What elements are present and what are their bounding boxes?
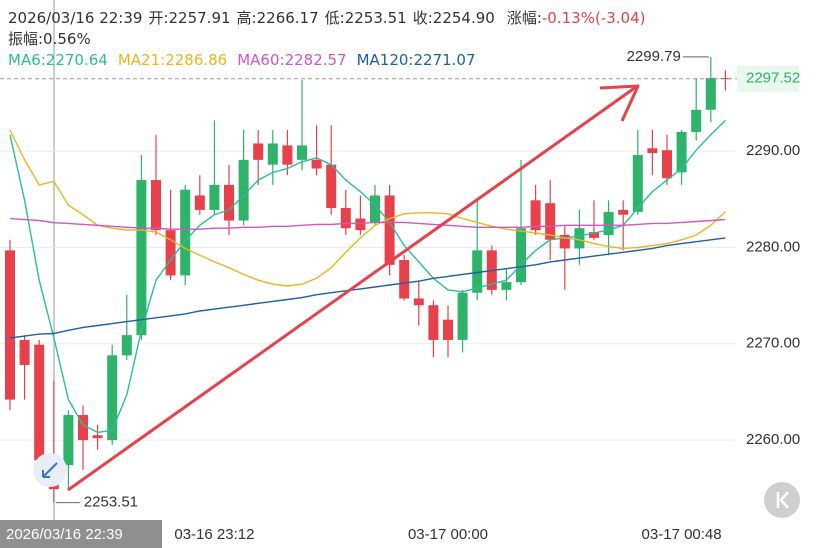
- candle-body: [136, 180, 147, 336]
- candle-body: [632, 155, 643, 212]
- candle-body: [574, 228, 585, 249]
- crosshair-label-box: [0, 520, 162, 548]
- min-label: 2253.51: [84, 494, 138, 511]
- y-tick-label: 2280.00: [746, 238, 800, 255]
- candle-body: [720, 78, 731, 80]
- reset-button[interactable]: [764, 482, 800, 518]
- candle-body: [428, 305, 439, 340]
- candle-body: [603, 211, 614, 235]
- candle-body: [399, 260, 410, 299]
- candle-body: [326, 164, 337, 208]
- candle-body: [253, 143, 264, 160]
- candle-body: [194, 195, 205, 210]
- info-item: 开:2257.91: [148, 9, 231, 27]
- candle-body: [545, 203, 556, 240]
- y-tick-label: 2290.00: [746, 142, 800, 159]
- info-item: 高:2266.17: [236, 9, 319, 27]
- legend: MA6:2270.64 MA21:2286.86 MA60:2282.57 MA120…: [8, 50, 486, 70]
- candle-body: [297, 145, 307, 160]
- candle-body: [19, 339, 30, 365]
- legend-entry: MA60:2282.57: [237, 51, 347, 69]
- legend-entry: MA21:2286.86: [117, 51, 228, 69]
- candle-body: [151, 180, 161, 231]
- last-price-box: [737, 65, 799, 92]
- ma-line: [9, 119, 726, 434]
- candle-body: [165, 230, 176, 276]
- x-tick-label: 03-17 00:48: [642, 526, 722, 543]
- candle-body: [516, 228, 526, 283]
- header-line: 2026/03/16 22:39 开:2257.91 高:2266.17 低:2253…: [8, 8, 651, 28]
- info-item: 收:2254.90: [412, 9, 495, 27]
- candle-body: [340, 208, 351, 229]
- candle-body: [34, 344, 45, 461]
- x-tick-label: 03-16 23:12: [174, 526, 254, 543]
- arrow-head: [599, 84, 640, 122]
- y-tick-label: 2270.00: [746, 335, 800, 352]
- candle-body: [224, 184, 234, 221]
- amplitude: 振幅:0.56%: [8, 30, 91, 48]
- last-price-label: 2297.52: [746, 70, 800, 87]
- candle-body: [443, 319, 453, 340]
- candle-body: [559, 234, 570, 249]
- candle-body: [472, 250, 483, 293]
- change-label: 涨幅:: [506, 9, 542, 27]
- legend-entry: MA120:2271.07: [356, 51, 476, 69]
- candle-body: [691, 109, 702, 132]
- candle-body: [121, 335, 132, 356]
- info-item: 低:2253.51: [324, 9, 407, 27]
- candle-body: [384, 195, 395, 265]
- expand-icon[interactable]: [33, 453, 67, 487]
- candle-body: [676, 131, 687, 173]
- candle-body: [647, 148, 658, 154]
- crosshair-label: 2026/03/16 22:39: [6, 526, 123, 543]
- candle-body: [589, 232, 599, 238]
- info: 开:2257.91 高:2266.17 低:2253.51 收:2254.90: [148, 9, 500, 27]
- change: -0.13%(-3.04): [541, 9, 646, 27]
- candle-body: [267, 143, 278, 165]
- candle-body: [107, 355, 118, 441]
- max-label: 2299.79: [627, 48, 681, 65]
- candle-body: [209, 184, 220, 210]
- candle-body: [238, 159, 249, 221]
- trend-arrow: [67, 85, 637, 492]
- candle-body: [180, 189, 191, 276]
- candle-body: [662, 150, 672, 179]
- candle-body: [370, 195, 380, 223]
- candle-body: [618, 209, 629, 215]
- candle-body: [501, 282, 512, 290]
- legend-entry: MA6:2270.64: [8, 51, 108, 69]
- candle-body: [311, 159, 322, 169]
- time: 2026/03/16 22:39: [8, 9, 143, 27]
- candle-body: [530, 200, 541, 231]
- candle-body: [282, 145, 293, 165]
- ma-line: [9, 237, 726, 339]
- candle-body: [413, 298, 424, 306]
- ma-line: [9, 217, 726, 230]
- y-tick-label: 2260.00: [746, 431, 800, 448]
- candle-body: [78, 415, 88, 441]
- candle-body: [705, 78, 716, 110]
- candle-body: [5, 250, 15, 400]
- plot-area: 2260.00 2270.00 2280.00 2290.00 2299.79 2253.…: [0, 48, 800, 511]
- candle-body: [63, 415, 74, 466]
- candle-body: [92, 435, 103, 439]
- candle-body: [457, 292, 468, 340]
- candle-body: [355, 218, 366, 231]
- x-tick-label: 03-17 00:00: [408, 526, 488, 543]
- ma-line: [9, 129, 726, 287]
